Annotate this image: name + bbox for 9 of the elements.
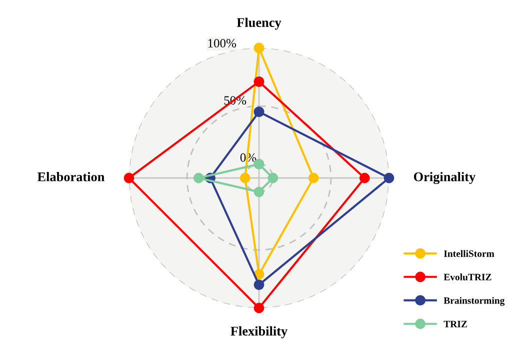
legend-label: IntelliStorm [444,250,494,257]
spoke-label: Fluency [236,18,282,30]
legend-label: TRIZ [444,320,467,328]
spoke-label: Elaboration [37,172,104,182]
spoke-label: Flexibility [230,326,288,338]
spoke-label: Originality [414,172,476,184]
y-tick-label: 100% [208,39,236,48]
legend-label: Brainstorming [444,297,505,306]
legend-label: EvoluTRIZ [444,274,492,280]
